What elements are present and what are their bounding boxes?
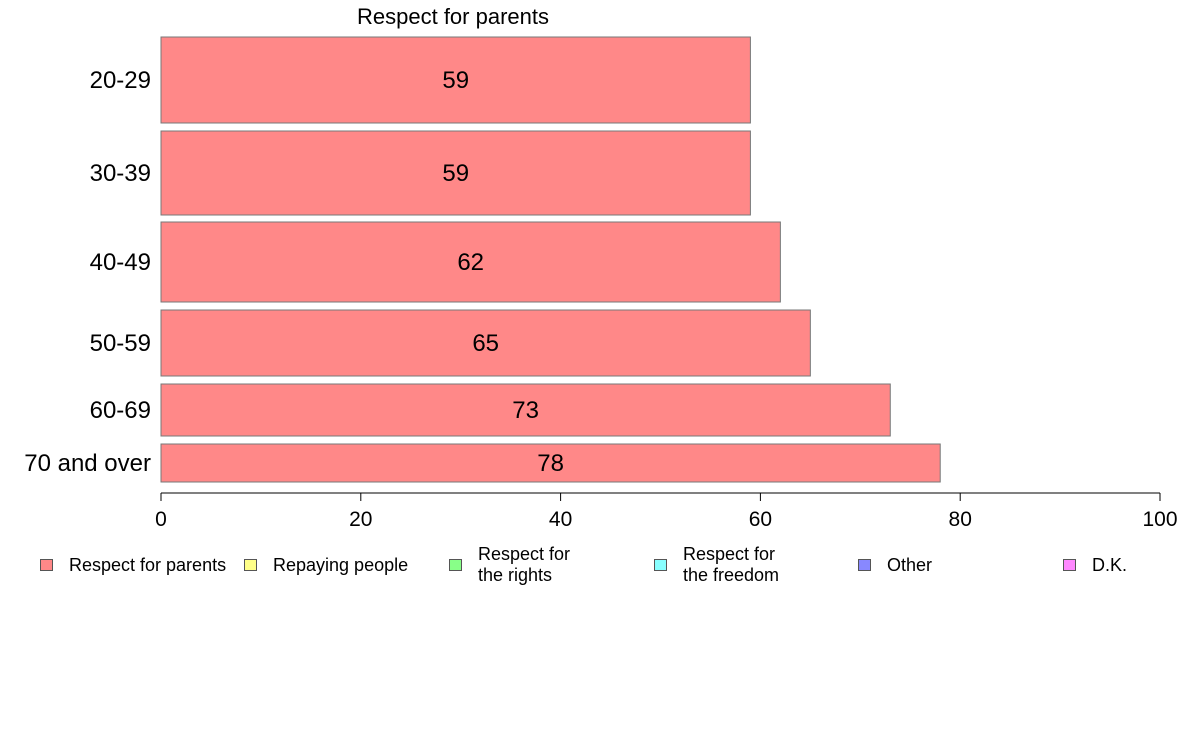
chart-title: Respect for parents: [357, 4, 549, 29]
legend-label: D.K.: [1092, 554, 1128, 575]
y-tick-label: 70 and over: [24, 450, 151, 477]
bar: [160, 130, 751, 216]
x-tick-label: 80: [949, 508, 972, 531]
bar-value-label: 65: [472, 330, 499, 357]
x-tick-label: 0: [155, 508, 167, 531]
x-tick-label: 40: [549, 508, 572, 531]
legend-label: Repaying people: [273, 554, 409, 575]
legend-item-other: Other: [858, 540, 932, 590]
bar-value-label: 59: [442, 67, 469, 94]
y-tick-label: 20-29: [90, 67, 151, 94]
bar-chart: Respect for parents 59 20-29 59 30-39 62 40-4…: [24, 4, 1178, 531]
legend-item-respect-for-the-freedom: Respect for the freedom: [654, 540, 779, 590]
bar-value-label: 78: [537, 450, 564, 477]
bar: [160, 383, 891, 437]
x-axis: 0 20 40 60 80 100: [155, 492, 1178, 531]
y-tick-label: 60-69: [90, 397, 151, 424]
legend-label: Respect for parents: [69, 554, 227, 575]
bar: [160, 309, 811, 377]
bar-value-label: 59: [442, 160, 469, 187]
legend-label: Respect for the freedom: [683, 544, 780, 585]
bar-value-label: 62: [457, 249, 484, 276]
y-tick-label: 30-39: [90, 160, 151, 187]
legend-swatch: [858, 559, 871, 571]
x-tick-label: 20: [349, 508, 372, 531]
legend-label: Respect for the rights: [478, 544, 571, 585]
legend: Respect for parents Repaying people Resp…: [0, 540, 1188, 590]
legend-swatch: [654, 559, 667, 571]
bar: [160, 443, 941, 483]
legend-item-respect-for-parents: Respect for parents: [40, 540, 226, 590]
legend-swatch: [244, 559, 257, 571]
legend-swatch: [449, 559, 462, 571]
bar-value-label: 73: [512, 397, 539, 424]
legend-item-repaying-people: Repaying people: [244, 540, 408, 590]
bars-group: 59 20-29 59 30-39 62 40-49 65 50-59 73 60-69 78 70 …: [24, 36, 941, 483]
x-tick-label: 60: [749, 508, 772, 531]
legend-swatch: [40, 559, 53, 571]
legend-item-respect-for-the-rights: Respect for the rights: [449, 540, 570, 590]
legend-swatch: [1063, 559, 1076, 571]
legend-label: Other: [887, 554, 933, 575]
legend-item-dk: D.K.: [1063, 540, 1127, 590]
y-tick-label: 40-49: [90, 249, 151, 276]
bar: [160, 221, 781, 303]
bar: [160, 36, 751, 124]
y-tick-label: 50-59: [90, 330, 151, 357]
x-tick-label: 100: [1142, 508, 1177, 531]
